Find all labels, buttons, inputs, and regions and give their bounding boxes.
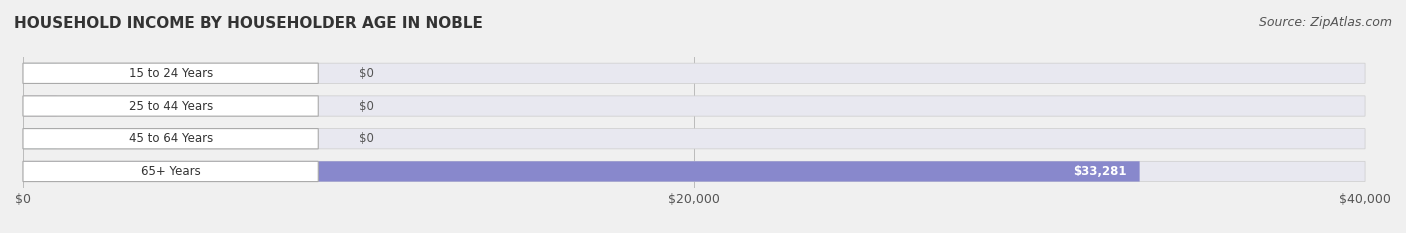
Text: $33,281: $33,281 [1073, 165, 1126, 178]
FancyBboxPatch shape [22, 63, 56, 83]
Text: $0: $0 [359, 132, 374, 145]
FancyBboxPatch shape [22, 161, 1140, 182]
FancyBboxPatch shape [22, 129, 318, 149]
FancyBboxPatch shape [22, 96, 318, 116]
Text: Source: ZipAtlas.com: Source: ZipAtlas.com [1258, 16, 1392, 29]
Text: 15 to 24 Years: 15 to 24 Years [128, 67, 212, 80]
FancyBboxPatch shape [22, 161, 1365, 182]
Text: HOUSEHOLD INCOME BY HOUSEHOLDER AGE IN NOBLE: HOUSEHOLD INCOME BY HOUSEHOLDER AGE IN N… [14, 16, 482, 31]
FancyBboxPatch shape [22, 96, 56, 116]
FancyBboxPatch shape [22, 161, 318, 182]
Text: 25 to 44 Years: 25 to 44 Years [128, 99, 212, 113]
Text: $0: $0 [359, 67, 374, 80]
FancyBboxPatch shape [22, 129, 56, 149]
FancyBboxPatch shape [22, 129, 1365, 149]
Text: $0: $0 [359, 99, 374, 113]
Text: 45 to 64 Years: 45 to 64 Years [128, 132, 212, 145]
FancyBboxPatch shape [22, 63, 1365, 83]
FancyBboxPatch shape [22, 63, 318, 83]
FancyBboxPatch shape [22, 96, 1365, 116]
Text: 65+ Years: 65+ Years [141, 165, 201, 178]
